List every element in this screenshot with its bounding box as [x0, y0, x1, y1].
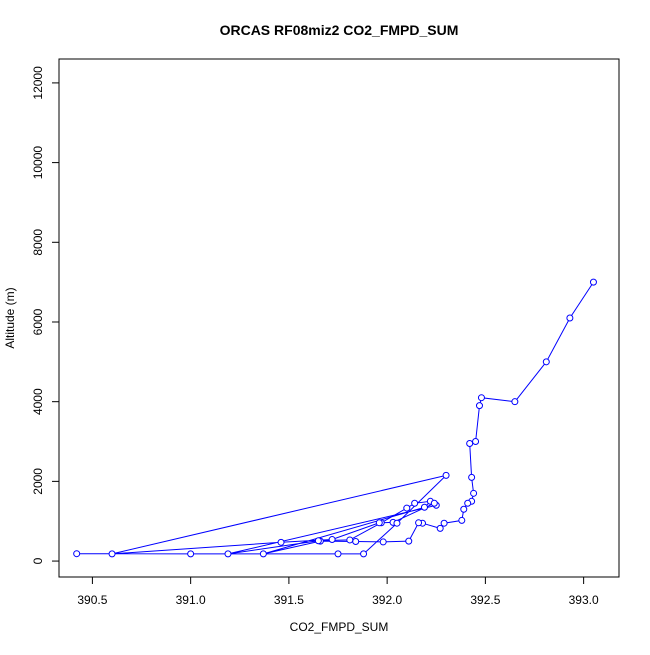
- y-tick-label: 10000: [31, 146, 45, 180]
- data-point: [464, 499, 472, 507]
- x-tick-label: 392.0: [372, 593, 402, 607]
- series-line: [76, 281, 594, 555]
- data-point: [411, 499, 419, 507]
- x-tick-label: 391.5: [274, 593, 304, 607]
- data-point: [477, 394, 485, 402]
- data-point: [566, 314, 574, 322]
- data-point: [460, 505, 468, 513]
- data-point: [589, 278, 597, 286]
- data-point: [259, 550, 267, 558]
- data-point: [187, 550, 195, 558]
- x-tick-label: 391.0: [176, 593, 206, 607]
- x-tick-label: 390.5: [77, 593, 107, 607]
- data-point: [436, 524, 444, 532]
- data-point: [472, 438, 480, 446]
- data-point: [360, 550, 368, 558]
- data-point: [511, 398, 519, 406]
- y-tick-label: 8000: [31, 229, 45, 256]
- data-point: [393, 519, 401, 527]
- data-point: [352, 538, 360, 546]
- data-point: [466, 440, 474, 448]
- data-point: [403, 504, 411, 512]
- y-tick-label: 2000: [31, 468, 45, 495]
- x-axis-label: CO2_FMPD_SUM: [290, 620, 389, 634]
- y-tick-label: 4000: [31, 388, 45, 415]
- data-series: [73, 278, 597, 558]
- data-point: [405, 537, 413, 545]
- data-point: [442, 471, 450, 479]
- chart-title: ORCAS RF08miz2 CO2_FMPD_SUM: [220, 22, 459, 38]
- data-point: [470, 489, 478, 497]
- data-point: [73, 550, 81, 558]
- x-tick-label: 392.5: [470, 593, 500, 607]
- y-tick-label: 12000: [31, 66, 45, 100]
- data-point: [108, 550, 116, 558]
- data-point: [314, 537, 322, 545]
- data-point: [328, 536, 336, 544]
- data-point: [430, 499, 438, 507]
- y-tick-label: 6000: [31, 308, 45, 335]
- data-point: [458, 516, 466, 524]
- data-point: [440, 519, 448, 527]
- x-axis: 390.5 391.0 391.5 392.0 392.5 393.0: [77, 576, 599, 607]
- y-tick-label: 0: [31, 557, 45, 564]
- x-tick-label: 393.0: [569, 593, 599, 607]
- data-point: [346, 536, 354, 544]
- data-point: [542, 358, 550, 366]
- data-point: [415, 519, 423, 527]
- data-point: [224, 550, 232, 558]
- data-point: [375, 519, 383, 527]
- data-point: [475, 402, 483, 410]
- data-point: [468, 473, 476, 481]
- data-point: [420, 503, 428, 511]
- y-axis-label: Altitude (m): [3, 287, 17, 348]
- data-point: [334, 550, 342, 558]
- data-point: [277, 538, 285, 546]
- data-point: [379, 538, 387, 546]
- y-axis: 0 2000 4000 6000 8000 10000 12000: [31, 66, 60, 564]
